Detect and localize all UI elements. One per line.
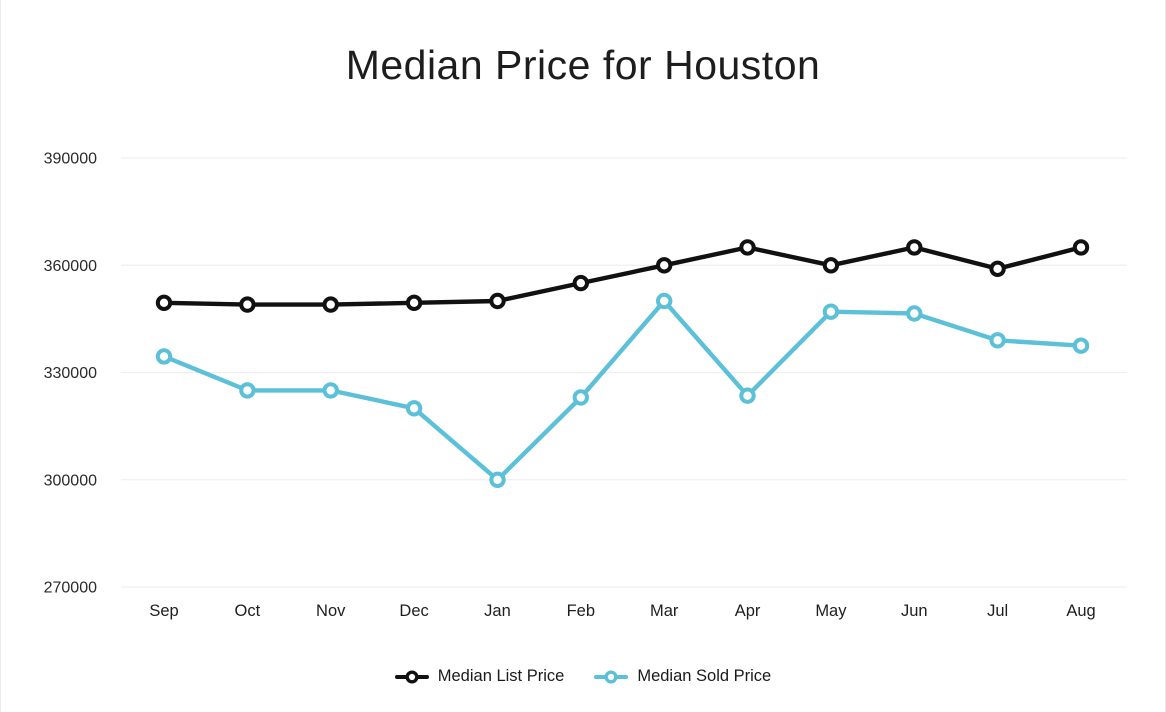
- legend-item-median-sold-price[interactable]: Median Sold Price: [594, 667, 771, 686]
- data-point-marker: [822, 303, 840, 320]
- chart-legend: Median List Price Median Sold Price: [1, 667, 1165, 686]
- data-point-marker: [489, 292, 506, 310]
- x-axis-tick-label: Jun: [901, 602, 928, 620]
- data-point-marker: [239, 296, 256, 313]
- plot-area: 390000 360000 330000 300000 270000 Sep Oct Nov D…: [44, 151, 1127, 620]
- sold-price-line-marker-icon: [594, 669, 629, 684]
- y-axis-tick-label: 330000: [44, 365, 97, 382]
- y-axis-tick-label: 390000: [44, 151, 97, 168]
- data-point-marker: [739, 387, 756, 404]
- data-point-marker: [405, 400, 423, 417]
- x-axis-tick-label: Dec: [399, 602, 428, 620]
- x-axis-tick-label: Sep: [149, 602, 178, 620]
- legend-label-median-list-price: Median List Price: [437, 667, 565, 685]
- data-point-marker: [1072, 239, 1090, 256]
- data-point-marker: [822, 257, 840, 274]
- data-point-marker: [489, 471, 506, 488]
- data-point-marker: [989, 260, 1006, 277]
- y-axis-tick-label: 300000: [44, 472, 97, 489]
- data-point-marker: [656, 257, 673, 274]
- data-point-marker: [322, 296, 339, 313]
- data-point-marker: [989, 332, 1006, 349]
- data-point-marker: [906, 239, 923, 256]
- data-point-marker: [239, 382, 256, 399]
- x-axis-tick-label: Jan: [484, 602, 511, 620]
- data-point-marker: [155, 294, 173, 311]
- data-point-marker: [906, 305, 923, 322]
- data-point-marker: [322, 382, 339, 399]
- x-axis-tick-label: Jul: [987, 602, 1008, 620]
- data-point-marker: [656, 292, 673, 310]
- x-axis-tick-label: Oct: [235, 602, 261, 620]
- data-point-marker: [739, 239, 756, 256]
- data-point-marker: [572, 274, 589, 292]
- y-axis-tick-label: 270000: [44, 580, 97, 597]
- legend-label-median-sold-price: Median Sold Price: [637, 667, 772, 685]
- chart-title: Median Price for Houston: [345, 42, 821, 88]
- data-point-marker: [155, 348, 173, 365]
- x-axis-tick-label: May: [815, 602, 847, 620]
- x-axis-tick-label: Nov: [316, 602, 346, 620]
- x-axis-tick-label: Feb: [567, 602, 595, 620]
- list-price-line-marker-icon: [394, 669, 429, 684]
- y-axis-tick-label: 360000: [44, 258, 97, 275]
- series-line-median-list-price: [161, 245, 1084, 307]
- data-point-marker: [1072, 337, 1090, 354]
- x-axis-tick-label: Apr: [735, 602, 761, 620]
- x-axis-tick-label: Mar: [650, 602, 679, 620]
- data-point-marker: [405, 294, 423, 311]
- series-line-median-sold-price: [161, 298, 1084, 482]
- data-point-marker: [572, 389, 589, 406]
- x-axis-tick-label: Aug: [1066, 602, 1095, 620]
- legend-item-median-list-price[interactable]: Median List Price: [394, 667, 565, 686]
